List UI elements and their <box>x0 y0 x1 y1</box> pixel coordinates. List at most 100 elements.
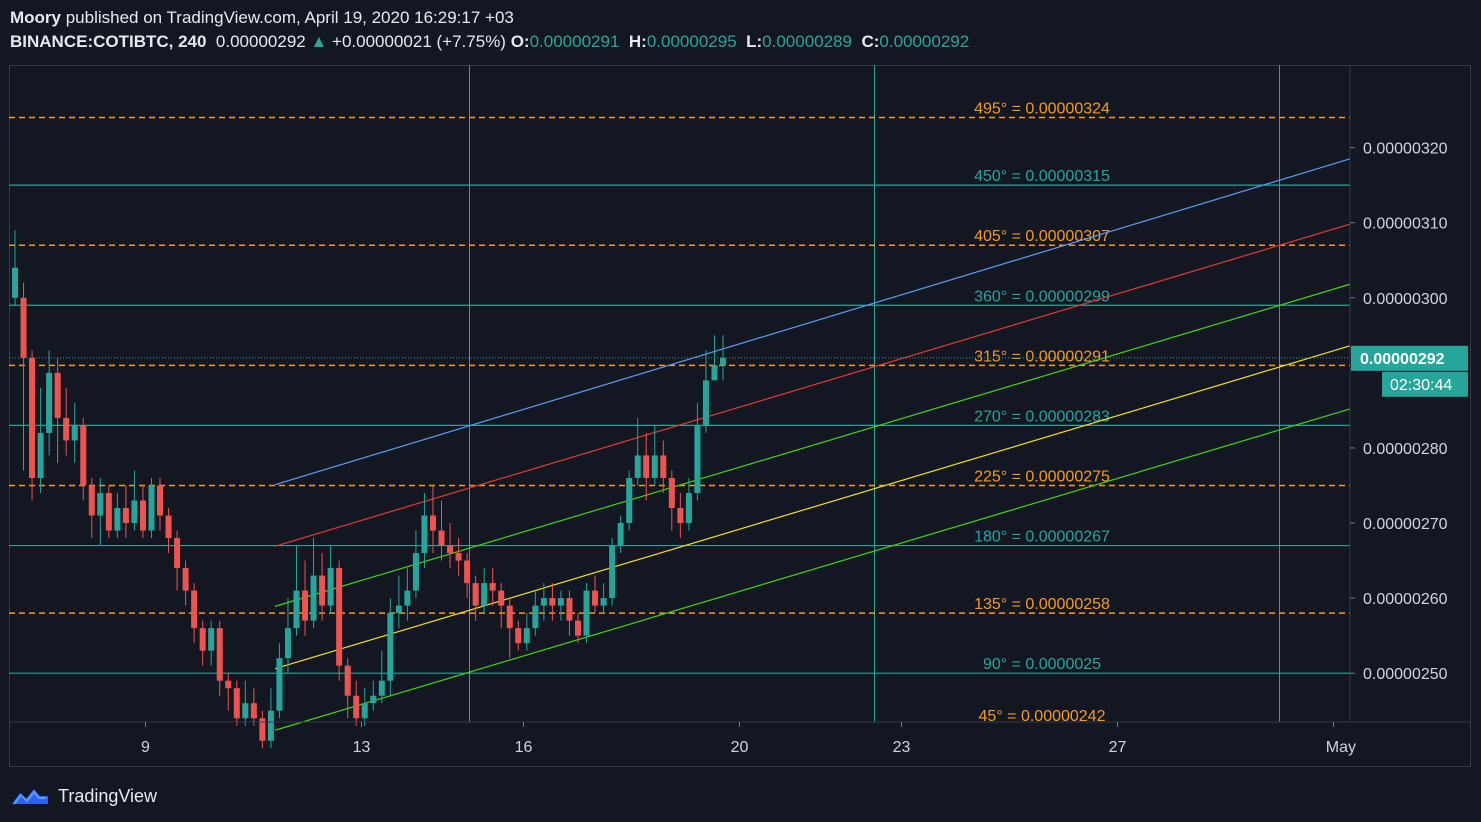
candle-body <box>429 515 436 531</box>
candle-body <box>225 680 232 689</box>
candle-body <box>20 297 27 358</box>
candle-body <box>199 628 206 651</box>
candle-body <box>327 568 334 606</box>
x-tick-label: 16 <box>515 739 533 756</box>
author-name[interactable]: Moory <box>10 8 61 27</box>
grid-lines <box>469 65 1280 722</box>
candle-body <box>267 710 274 741</box>
gann-levels[interactable]: 495° = 0.00000324 450° = 0.00000315 405° =… <box>9 101 1350 725</box>
candle-body <box>702 380 709 426</box>
tradingview-logo-icon[interactable] <box>10 784 50 808</box>
candle-body <box>532 605 539 629</box>
candle-body <box>105 492 112 531</box>
candle-body <box>71 425 78 441</box>
low-label: L: <box>746 32 763 51</box>
close-label: C: <box>861 32 880 51</box>
candle-body <box>122 508 129 524</box>
candle-body <box>276 658 283 711</box>
high-label: H: <box>628 32 647 51</box>
candle-body <box>378 680 385 696</box>
candle-body <box>208 628 215 651</box>
candle-body <box>302 590 309 621</box>
last-price: 0.00000292 <box>215 32 306 51</box>
gann-level-label: 225° = 0.00000275 <box>974 468 1110 485</box>
candle-body <box>651 455 658 478</box>
candle-body <box>284 628 291 659</box>
price-labels: 0.00000292 02:30:44 <box>1351 345 1468 397</box>
candle-body <box>182 568 189 591</box>
candle-body <box>481 583 488 606</box>
tradingview-brand[interactable]: TradingView <box>58 785 158 806</box>
candle-body <box>12 267 18 298</box>
axes: 0.00000320 0.00000310 0.00000300 0.00000280… <box>9 65 1470 756</box>
candle-body <box>242 703 249 719</box>
candle-body <box>677 508 684 524</box>
candle-body <box>404 590 411 606</box>
candle-body <box>438 530 445 546</box>
candle-body <box>148 485 155 531</box>
candle-body <box>549 598 556 606</box>
price-chart[interactable]: 495° = 0.00000324 450° = 0.00000315 405° =… <box>9 65 1471 767</box>
last-price-label: 0.00000292 <box>1360 351 1445 368</box>
candle-body <box>293 590 300 629</box>
candle-body <box>46 372 53 433</box>
countdown-box <box>1382 371 1468 397</box>
close-value: 0.00000292 <box>879 32 970 51</box>
channel-line-yellow[interactable] <box>274 345 1351 670</box>
channel-line-green[interactable] <box>274 283 1351 607</box>
high-value: 0.00000295 <box>646 32 737 51</box>
y-tick-label: 0.00000300 <box>1363 291 1448 308</box>
x-tick-label: 27 <box>1109 739 1127 756</box>
candle-body <box>498 590 505 606</box>
countdown-label: 02:30:44 <box>1390 377 1452 394</box>
candle-body <box>114 508 121 531</box>
candle-body <box>336 568 343 666</box>
candle-body <box>319 575 326 606</box>
candle-body <box>583 590 590 636</box>
x-tick-label: 13 <box>353 739 371 756</box>
y-tick-label: 0.00000320 <box>1363 141 1448 158</box>
price-change: +0.00000021 (+7.75%) <box>332 32 506 51</box>
x-tick-label: 9 <box>141 739 150 756</box>
up-arrow-icon: ▲ <box>310 32 328 51</box>
open-label: O: <box>510 32 530 51</box>
candle-body <box>626 477 633 524</box>
candle-body <box>310 575 317 621</box>
x-tick-label: 20 <box>731 739 749 756</box>
candle-body <box>592 590 599 606</box>
candle-body <box>233 688 240 719</box>
gann-level-label: 270° = 0.00000283 <box>974 408 1110 425</box>
symbol-name[interactable]: BINANCE:COTIBTC, 240 <box>10 32 207 51</box>
candle-body <box>557 598 564 606</box>
candle-body <box>464 560 471 584</box>
channel-lines[interactable] <box>274 158 1351 731</box>
y-tick-label: 0.00000250 <box>1363 666 1448 683</box>
candle-body <box>515 628 522 644</box>
channel-line-red[interactable] <box>274 223 1351 547</box>
candle-body <box>566 598 573 621</box>
channel-line-blue[interactable] <box>274 158 1351 486</box>
gann-level-label: 45° = 0.00000242 <box>979 708 1106 725</box>
candle-body <box>191 590 198 629</box>
candle-body <box>157 485 164 516</box>
candle-body <box>216 628 223 681</box>
gann-level-label: 315° = 0.00000291 <box>974 348 1110 365</box>
candle-body <box>88 485 95 516</box>
gann-level-label: 450° = 0.00000315 <box>974 168 1110 185</box>
candle-body <box>259 718 266 741</box>
channel-line-green[interactable] <box>274 408 1351 731</box>
candle-body <box>29 357 36 478</box>
gann-level-label: 90° = 0.0000025 <box>983 656 1101 673</box>
gann-level-label: 405° = 0.00000307 <box>974 228 1110 245</box>
candle-body <box>353 695 360 719</box>
candle-body <box>63 417 70 441</box>
candle-body <box>455 553 462 561</box>
candles <box>9 230 1350 749</box>
candle-body <box>489 583 496 591</box>
chart-panel[interactable]: 495° = 0.00000324 450° = 0.00000315 405° =… <box>9 65 1471 767</box>
open-value: 0.00000291 <box>529 32 620 51</box>
candle-body <box>720 357 726 366</box>
y-tick-label: 0.00000260 <box>1363 591 1448 608</box>
low-value: 0.00000289 <box>762 32 852 51</box>
gann-level-label: 360° = 0.00000299 <box>974 288 1110 305</box>
